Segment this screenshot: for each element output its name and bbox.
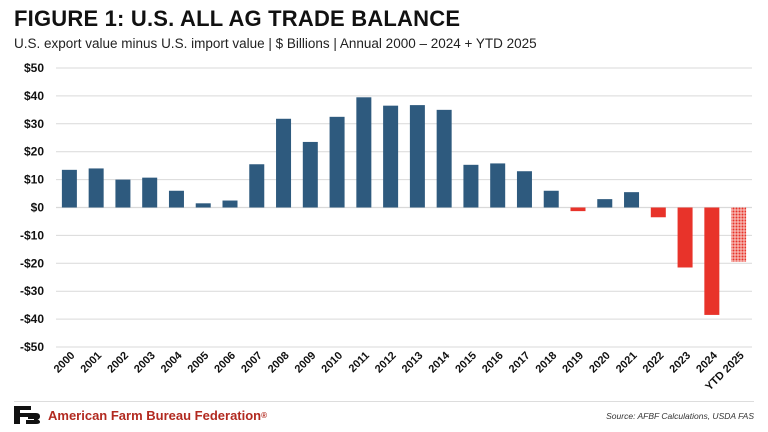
x-tick-label: 2003 (132, 350, 158, 376)
x-tick-label: 2016 (480, 350, 506, 376)
bars (61, 97, 747, 315)
x-tick-label: 2018 (534, 350, 560, 376)
y-tick-label: -$40 (20, 312, 44, 326)
bar-2016 (490, 163, 506, 208)
x-tick-label: 2006 (212, 350, 238, 376)
x-tick-label: 2007 (239, 350, 265, 376)
org-name: American Farm Bureau Federation (48, 407, 262, 423)
bar-2018 (543, 190, 559, 208)
chart-subtitle: U.S. export value minus U.S. import valu… (14, 36, 537, 51)
x-tick-label: 2011 (347, 350, 372, 375)
bar-2001 (88, 168, 104, 208)
bar-2015 (463, 164, 479, 208)
x-tick-label: 2014 (426, 349, 452, 375)
org-trademark: ® (261, 410, 268, 420)
x-axis: 2000 2001 2002 2003 2004 2005 2006 2007 2008 2009… (52, 349, 747, 393)
bar-2009 (302, 141, 318, 208)
bar-chart: $50 $40 $30 $20 $10 $0 -$10 -$20 -$30 -$40 -$50 20… (20, 61, 752, 393)
bar-2007 (249, 164, 265, 208)
bar-2024 (704, 207, 720, 315)
bar-ytd-2025 (731, 207, 747, 262)
bar-2008 (276, 118, 292, 208)
y-tick-label: -$20 (20, 256, 44, 270)
footer-divider (14, 401, 754, 402)
bar-2000 (61, 169, 77, 208)
x-tick-label: 2010 (319, 350, 345, 376)
bar-2021 (624, 192, 640, 208)
chart-title: FIGURE 1: U.S. ALL AG TRADE BALANCE (14, 6, 461, 31)
bar-2017 (516, 171, 532, 208)
bar-2022 (650, 207, 666, 218)
y-tick-label: -$10 (20, 228, 44, 242)
x-tick-label: 2002 (105, 350, 131, 376)
bar-2011 (356, 97, 372, 208)
bar-2004 (168, 190, 184, 208)
bar-2013 (409, 105, 425, 208)
y-tick-label: $20 (24, 145, 44, 159)
source-note: Source: AFBF Calculations, USDA FAS (606, 411, 754, 421)
bar-2003 (142, 177, 158, 208)
y-tick-label: $40 (24, 89, 44, 103)
footer-logo: American Farm Bureau Federation ® (14, 406, 267, 424)
y-tick-label: $30 (24, 117, 44, 131)
y-tick-label: -$50 (20, 340, 44, 354)
y-axis: $50 $40 $30 $20 $10 $0 -$10 -$20 -$30 -$40 -$50 (20, 61, 44, 354)
bar-2012 (383, 105, 399, 208)
y-tick-label: -$30 (20, 284, 44, 298)
x-tick-label: 2000 (52, 350, 78, 376)
x-tick-label: 2005 (186, 350, 212, 376)
bar-2019 (570, 207, 586, 212)
y-tick-label: $10 (24, 173, 44, 187)
bar-2002 (115, 179, 131, 208)
x-tick-label: 2020 (587, 350, 613, 376)
bar-2020 (597, 199, 613, 208)
bar-2023 (677, 207, 693, 268)
x-tick-label: 2013 (400, 350, 426, 376)
x-tick-label: 2012 (373, 350, 399, 376)
x-tick-label: 2023 (667, 350, 693, 376)
bar-2006 (222, 200, 238, 208)
x-tick-label: 2019 (560, 350, 586, 376)
x-tick-label: 2004 (159, 349, 185, 375)
y-tick-label: $50 (24, 61, 44, 75)
afbf-logo-icon (14, 406, 40, 424)
x-tick-label: 2001 (78, 350, 104, 376)
x-tick-label: 2021 (614, 350, 640, 376)
x-tick-label: 2008 (266, 350, 292, 376)
x-tick-label: 2022 (641, 350, 667, 376)
x-tick-label: 2009 (293, 350, 319, 376)
bar-2014 (436, 109, 452, 208)
x-tick-label: 2015 (453, 350, 479, 376)
x-tick-label: 2017 (507, 350, 533, 376)
y-tick-label: $0 (31, 201, 45, 215)
bar-2010 (329, 116, 345, 208)
gridlines (56, 67, 752, 348)
bar-2005 (195, 203, 211, 208)
